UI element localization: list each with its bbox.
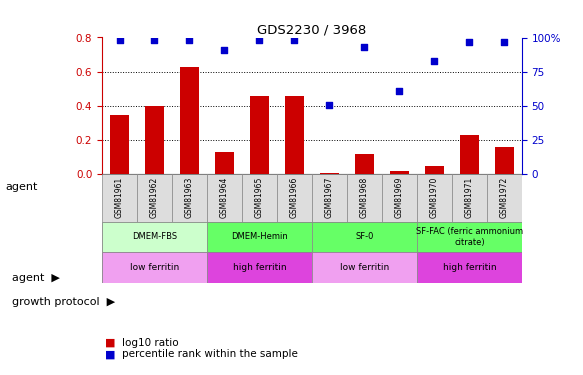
- Text: ■: ■: [105, 350, 115, 359]
- Bar: [180, 67, 199, 174]
- Bar: [277, 174, 312, 222]
- Bar: [102, 252, 207, 283]
- Bar: [494, 147, 514, 174]
- Point: [220, 47, 229, 53]
- Text: SF-0: SF-0: [355, 232, 374, 242]
- Text: agent  ▶: agent ▶: [12, 273, 59, 283]
- Point: [185, 37, 194, 43]
- Text: growth protocol  ▶: growth protocol ▶: [12, 297, 115, 307]
- Text: GSM81965: GSM81965: [255, 177, 264, 218]
- Bar: [312, 174, 347, 222]
- Text: GSM81970: GSM81970: [430, 177, 439, 218]
- Bar: [417, 222, 522, 252]
- Text: GSM81963: GSM81963: [185, 177, 194, 218]
- Bar: [487, 174, 522, 222]
- Text: GSM81971: GSM81971: [465, 177, 474, 218]
- Point: [395, 88, 404, 94]
- Bar: [207, 174, 242, 222]
- Text: ■: ■: [105, 338, 115, 348]
- Text: DMEM-Hemin: DMEM-Hemin: [231, 232, 288, 242]
- Point: [430, 58, 439, 64]
- Bar: [354, 154, 374, 174]
- Bar: [452, 174, 487, 222]
- Text: GSM81968: GSM81968: [360, 177, 369, 218]
- Text: SF-FAC (ferric ammonium
citrate): SF-FAC (ferric ammonium citrate): [416, 227, 523, 247]
- Bar: [207, 222, 312, 252]
- Text: GSM81972: GSM81972: [500, 177, 509, 218]
- Text: GSM81964: GSM81964: [220, 177, 229, 218]
- Text: high ferritin: high ferritin: [233, 263, 286, 272]
- Point: [500, 39, 509, 45]
- Text: high ferritin: high ferritin: [442, 263, 496, 272]
- Bar: [312, 252, 417, 283]
- Text: GSM81962: GSM81962: [150, 177, 159, 218]
- Text: log10 ratio: log10 ratio: [122, 338, 179, 348]
- Bar: [242, 174, 277, 222]
- Text: GSM81966: GSM81966: [290, 177, 299, 218]
- Text: low ferritin: low ferritin: [130, 263, 179, 272]
- Text: GSM81961: GSM81961: [115, 177, 124, 218]
- Text: GSM81969: GSM81969: [395, 177, 404, 218]
- Text: GSM81967: GSM81967: [325, 177, 334, 218]
- Bar: [102, 222, 207, 252]
- Point: [115, 37, 124, 43]
- Bar: [137, 174, 172, 222]
- Bar: [319, 173, 339, 174]
- Bar: [250, 96, 269, 174]
- Bar: [459, 135, 479, 174]
- Text: percentile rank within the sample: percentile rank within the sample: [122, 350, 298, 359]
- Text: DMEM-FBS: DMEM-FBS: [132, 232, 177, 242]
- Point: [255, 37, 264, 43]
- Bar: [207, 252, 312, 283]
- Title: GDS2230 / 3968: GDS2230 / 3968: [257, 23, 367, 36]
- Text: low ferritin: low ferritin: [340, 263, 389, 272]
- Bar: [347, 174, 382, 222]
- Bar: [417, 252, 522, 283]
- Point: [290, 37, 299, 43]
- Bar: [110, 114, 129, 174]
- Bar: [312, 222, 417, 252]
- Bar: [424, 166, 444, 174]
- Bar: [145, 106, 164, 174]
- Point: [360, 44, 369, 50]
- Bar: [172, 174, 207, 222]
- Point: [325, 102, 334, 108]
- Bar: [389, 171, 409, 174]
- Bar: [382, 174, 417, 222]
- Bar: [285, 96, 304, 174]
- Bar: [417, 174, 452, 222]
- Text: agent: agent: [6, 183, 38, 192]
- Point: [150, 37, 159, 43]
- Bar: [215, 152, 234, 174]
- Bar: [102, 174, 137, 222]
- Point: [465, 39, 474, 45]
